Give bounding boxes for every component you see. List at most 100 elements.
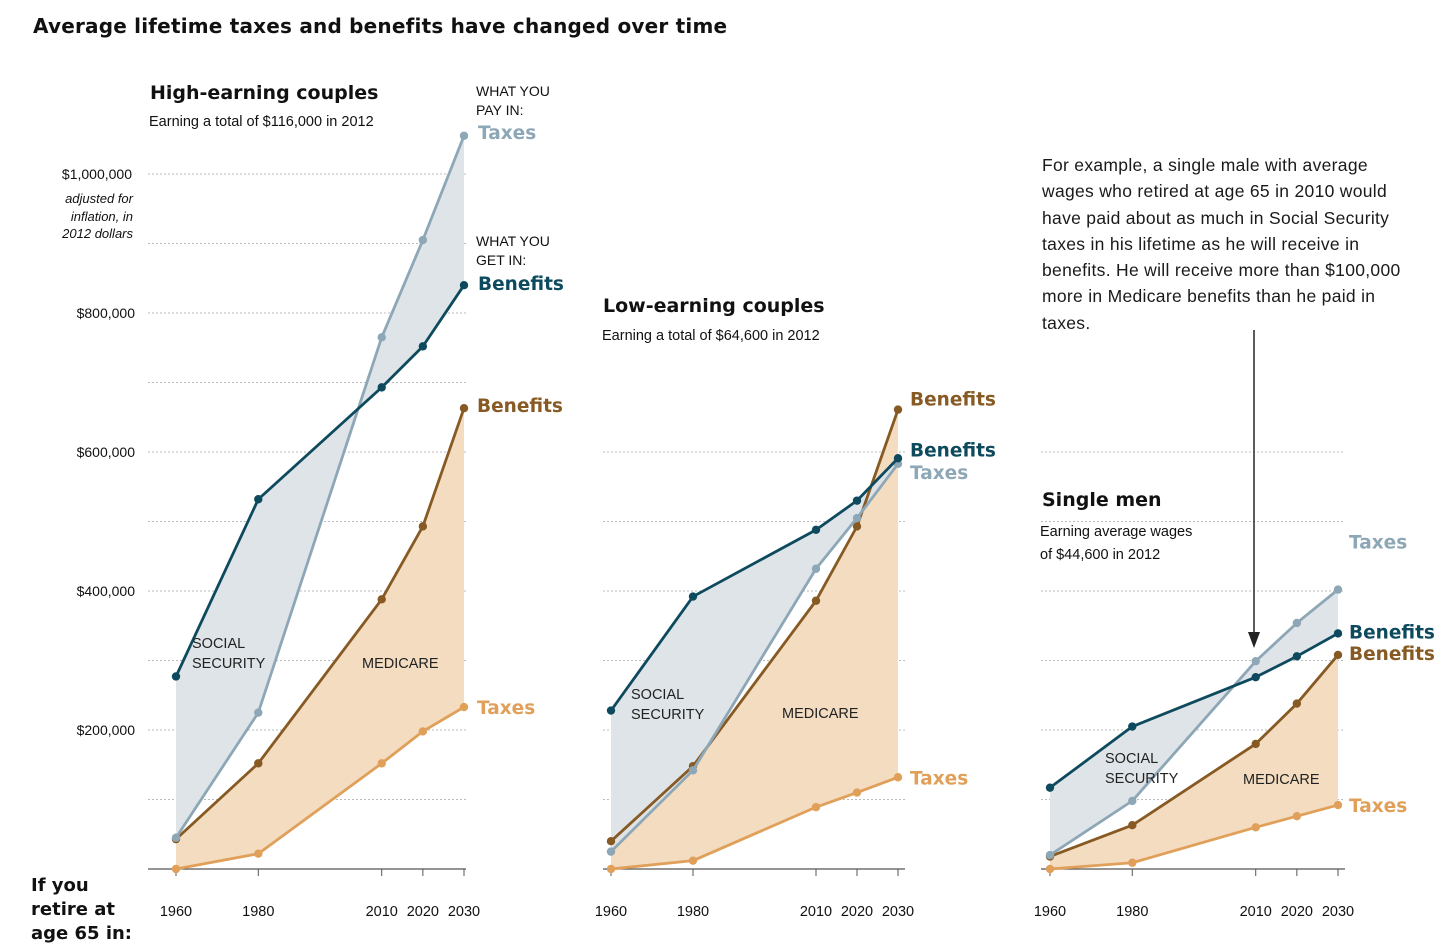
panel-subtitle-low: Earning a total of $64,600 in 2012	[602, 328, 820, 344]
data-point	[254, 708, 263, 717]
series-label: Benefits	[1349, 622, 1435, 643]
data-point	[1333, 650, 1343, 660]
data-point	[377, 333, 386, 342]
header-pay-in-line1: WHAT YOU	[476, 83, 550, 99]
x-tick-label: 2030	[1322, 904, 1354, 920]
data-point	[418, 342, 428, 351]
x-tick-label: 2010	[800, 904, 832, 920]
series-label: Taxes	[477, 698, 535, 719]
region-label-social-security-line2: SECURITY	[631, 707, 705, 723]
data-point	[893, 405, 903, 414]
x-tick-label: 2020	[841, 904, 873, 920]
data-point	[418, 235, 428, 245]
region-label-medicare: MEDICARE	[362, 656, 439, 672]
panel-0: 1960 1980 2010 2020 2030 Taxes Benefits Benefit…	[148, 123, 564, 920]
series-label: Taxes	[910, 463, 968, 484]
data-point	[1045, 864, 1055, 874]
header-pay-in-line2: PAY IN:	[476, 102, 524, 118]
y-tick-label-400000: $400,000	[76, 583, 135, 599]
data-point	[254, 759, 263, 768]
data-point	[1045, 783, 1055, 792]
data-point	[1292, 811, 1302, 821]
data-point	[811, 525, 821, 535]
region-label-medicare: MEDICARE	[782, 706, 859, 722]
data-point	[1292, 652, 1302, 661]
data-point	[459, 281, 469, 290]
data-point	[606, 864, 616, 874]
data-point	[171, 864, 181, 874]
annotation-arrowhead	[1248, 632, 1260, 648]
panel-title-single: Single men	[1042, 489, 1162, 511]
data-point	[688, 592, 698, 601]
data-point	[1251, 739, 1260, 749]
header-get-in: WHAT YOU GET IN:	[476, 232, 550, 270]
data-point	[459, 702, 469, 712]
data-point	[377, 595, 386, 604]
series-label: Taxes	[478, 123, 536, 144]
series-label: Taxes	[1349, 533, 1407, 554]
region-label-social-security-line1: SOCIAL	[631, 687, 684, 703]
panel-subtitle-single-line1: Earning average wages	[1040, 524, 1193, 540]
chart-title: Average lifetime taxes and benefits have…	[33, 14, 728, 38]
panel-2: 1960 1980 2010 2020 2030 Taxes BenefitsBenefit…	[1034, 451, 1435, 920]
data-point	[1333, 585, 1343, 594]
data-point	[377, 383, 386, 392]
header-get-in-line2: GET IN:	[476, 252, 527, 268]
data-point	[893, 454, 903, 463]
panel-title-low: Low-earning couples	[603, 295, 825, 317]
region-label-social-security-line1: SOCIAL	[1105, 751, 1158, 767]
panel-title-high: High-earning couples	[150, 82, 379, 104]
data-point	[688, 856, 698, 865]
region-label-social-security-line2: SECURITY	[1105, 771, 1179, 787]
data-point	[1251, 823, 1260, 832]
data-point	[1292, 618, 1302, 628]
data-point	[1333, 800, 1343, 810]
data-point	[606, 837, 616, 846]
header-pay-in: WHAT YOU PAY IN:	[476, 82, 550, 120]
data-point	[418, 522, 428, 531]
data-point	[852, 788, 862, 797]
data-point	[893, 773, 903, 782]
data-point	[606, 847, 616, 856]
data-point	[459, 131, 469, 140]
data-point	[1128, 821, 1137, 830]
x-tick-label: 2030	[448, 904, 480, 920]
y-tick-label-800000: $800,000	[76, 305, 135, 321]
series-label: Benefits	[477, 396, 563, 417]
header-get-in-line1: WHAT YOU	[476, 233, 550, 249]
data-point	[688, 766, 698, 775]
series-label: Benefits	[478, 274, 564, 295]
data-point	[418, 727, 428, 736]
data-point	[171, 672, 181, 681]
data-point	[254, 495, 263, 504]
x-tick-label: 1980	[1116, 904, 1148, 920]
social-security-area	[176, 135, 464, 838]
x-tick-label: 2030	[882, 904, 914, 920]
y-unit-note-line3: 2012 dollars	[62, 226, 133, 241]
x-tick-label: 1980	[677, 904, 709, 920]
region-label-social-security-line1: SOCIAL	[192, 636, 245, 652]
data-point	[254, 849, 263, 858]
medicare-area	[1050, 654, 1338, 869]
x-tick-label: 1960	[160, 904, 192, 920]
data-point	[852, 513, 862, 523]
x-tick-label: 2010	[1240, 904, 1272, 920]
social-security-area	[611, 458, 898, 852]
data-point	[852, 522, 862, 531]
panel-subtitle-high: Earning a total of $116,000 in 2012	[149, 114, 374, 130]
panel-1: 1960 1980 2010 2020 2030TaxesBenefitsBenefit…	[595, 390, 996, 920]
x-tick-label: 2020	[1281, 904, 1313, 920]
data-point	[1292, 699, 1302, 708]
y-unit-note-line1: adjusted for	[65, 191, 133, 206]
data-point	[811, 802, 821, 812]
y-tick-label-1000000: $1,000,000	[61, 166, 132, 182]
series-label: Benefits	[1349, 644, 1435, 665]
region-label-medicare: MEDICARE	[1243, 772, 1320, 788]
data-point	[811, 564, 821, 573]
data-point	[1128, 858, 1137, 867]
region-label-social-security-line2: SECURITY	[192, 656, 266, 672]
data-point	[1045, 850, 1055, 860]
panel-subtitle-single-line2: of $44,600 in 2012	[1040, 547, 1161, 563]
x-tick-label: 2010	[366, 904, 398, 920]
